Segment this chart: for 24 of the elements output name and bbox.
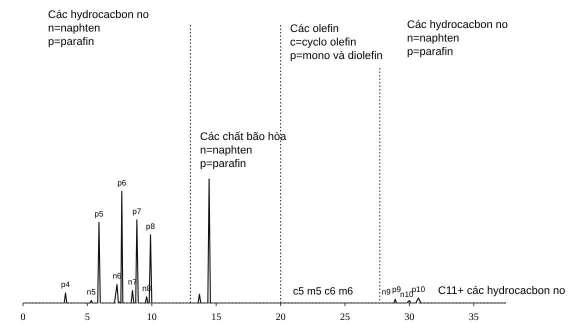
annotation: p5 (94, 209, 104, 218)
annotation: c5 m5 c6 m6 (293, 286, 354, 298)
text: Các hydrocacbon no n=naphten p=parafin (48, 9, 149, 48)
x-tick-label: 15 (211, 312, 222, 323)
text: Các hydrocacbon no n=naphten p=parafin (407, 19, 508, 58)
annotation: p4 (61, 280, 70, 290)
annotation: p6 (117, 178, 127, 188)
annotation: p8 (146, 222, 156, 231)
annotation: n10 (400, 290, 414, 299)
x-tick-label: 0 (20, 312, 26, 323)
x-tick-label: 25 (340, 312, 350, 323)
x-tick-label: 30 (404, 312, 414, 323)
x-tick-label: 20 (276, 312, 286, 323)
annotation: p7 (132, 206, 142, 216)
annotation: p9 (392, 285, 402, 294)
x-tick-label: 10 (146, 312, 157, 323)
x-tick-label: 5 (84, 312, 90, 323)
annotation: n9 (382, 288, 392, 297)
annotation: n5 (86, 288, 96, 297)
text: Các olefin c=cyclo olefin p=mono và diolefin (290, 23, 383, 62)
annotation: C11+ các hydrocacbon no (438, 285, 566, 297)
x-tick-label: 35 (468, 312, 479, 323)
annotation: p10 (412, 285, 426, 294)
text: Các chất bão hòa n=naphten p=parafin (200, 131, 288, 170)
